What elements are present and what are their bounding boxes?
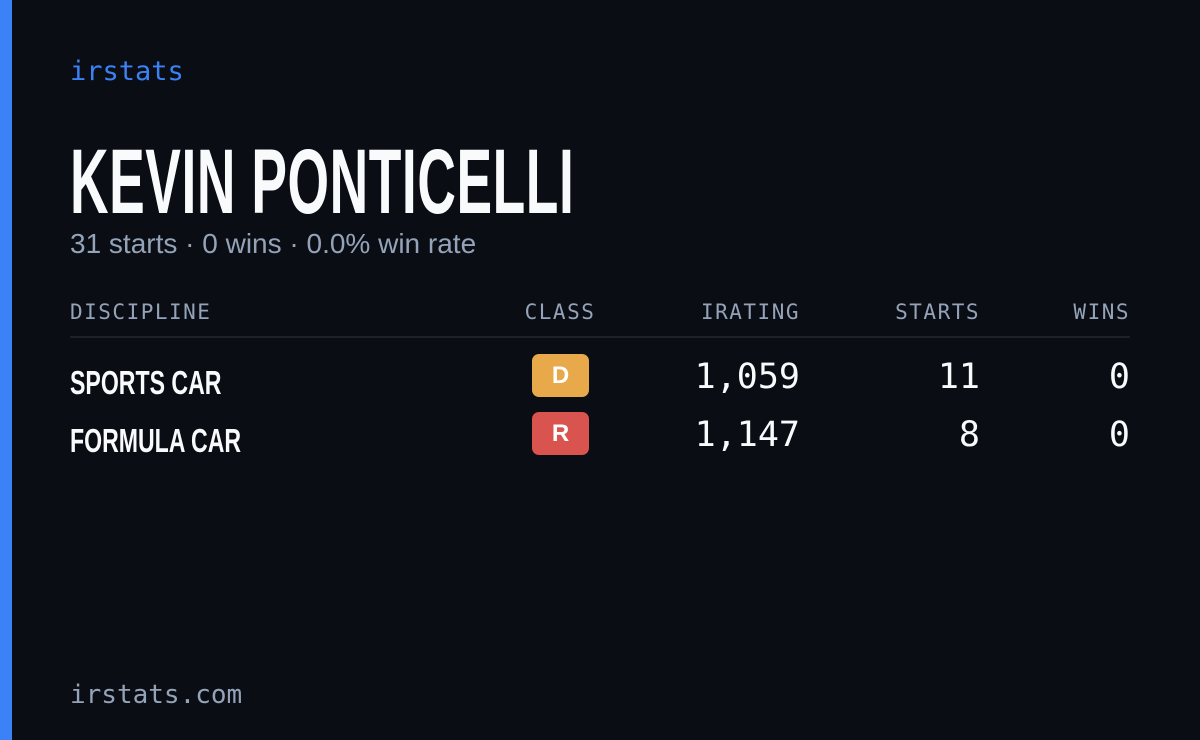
discipline: SPORTS CAR bbox=[70, 364, 222, 401]
column-header: IRATING bbox=[700, 300, 800, 324]
accent-bar bbox=[0, 0, 12, 740]
header-rule bbox=[70, 336, 1130, 338]
column-header: WINS bbox=[1073, 300, 1130, 324]
class-badge: D bbox=[532, 354, 589, 397]
column-header: CLASS bbox=[524, 300, 596, 324]
starts: 11 bbox=[937, 357, 980, 397]
wins: 0 bbox=[1108, 357, 1130, 397]
class-badge: R bbox=[532, 412, 589, 455]
subtitle: 31 starts · 0 wins · 0.0% win rate bbox=[70, 228, 477, 259]
irating: 1,059 bbox=[694, 357, 800, 397]
brand: irstats bbox=[70, 56, 184, 87]
driver-name: KEVIN PONTICELLI bbox=[70, 131, 575, 233]
irating: 1,147 bbox=[694, 415, 800, 455]
wins: 0 bbox=[1108, 415, 1130, 455]
starts: 8 bbox=[958, 415, 980, 455]
discipline: FORMULA CAR bbox=[70, 422, 242, 459]
column-header: STARTS bbox=[895, 300, 980, 324]
column-header: DISCIPLINE bbox=[70, 300, 212, 324]
footer-url: irstats.com bbox=[70, 680, 243, 710]
